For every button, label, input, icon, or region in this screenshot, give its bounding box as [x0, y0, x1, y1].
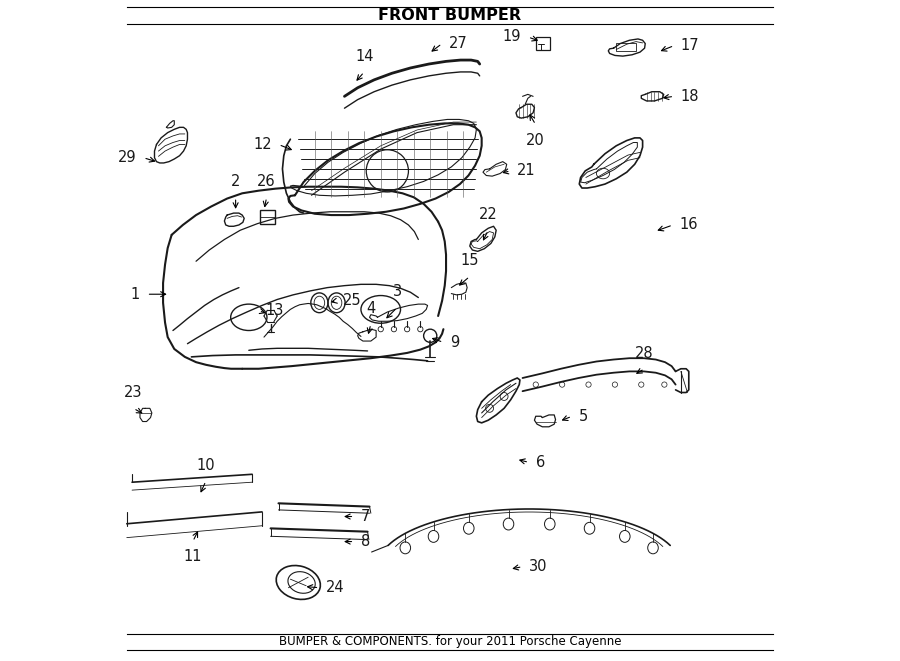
Text: 26: 26: [257, 175, 276, 189]
Text: 12: 12: [253, 137, 272, 152]
Text: 1: 1: [130, 287, 140, 301]
Text: 6: 6: [536, 455, 545, 470]
Text: 13: 13: [266, 303, 284, 318]
Text: 14: 14: [355, 49, 374, 64]
Text: BUMPER & COMPONENTS. for your 2011 Porsche Cayenne: BUMPER & COMPONENTS. for your 2011 Porsc…: [279, 635, 621, 648]
Text: 3: 3: [392, 284, 401, 299]
Text: FRONT BUMPER: FRONT BUMPER: [378, 8, 522, 22]
Text: 28: 28: [635, 346, 654, 361]
Text: 8: 8: [361, 534, 370, 549]
Text: 9: 9: [450, 335, 459, 350]
Text: 20: 20: [526, 133, 545, 147]
Text: 27: 27: [449, 36, 467, 51]
Text: 7: 7: [361, 509, 370, 524]
Text: 30: 30: [529, 559, 548, 574]
Text: 25: 25: [343, 293, 362, 308]
Text: 17: 17: [681, 38, 699, 53]
Text: 5: 5: [579, 408, 588, 424]
Text: 23: 23: [124, 385, 142, 401]
Text: 11: 11: [184, 549, 202, 564]
Text: 2: 2: [231, 175, 240, 189]
Text: 19: 19: [503, 30, 521, 44]
Bar: [536, 37, 550, 50]
Bar: [616, 43, 636, 51]
Text: 16: 16: [680, 217, 698, 233]
Text: 15: 15: [461, 254, 479, 268]
Text: 22: 22: [479, 208, 498, 222]
Text: 24: 24: [326, 580, 345, 596]
Text: 4: 4: [366, 301, 375, 316]
Text: 10: 10: [196, 458, 215, 473]
Bar: [260, 210, 274, 223]
Text: 21: 21: [518, 163, 536, 178]
Text: 18: 18: [681, 89, 699, 104]
Text: 29: 29: [118, 150, 137, 165]
